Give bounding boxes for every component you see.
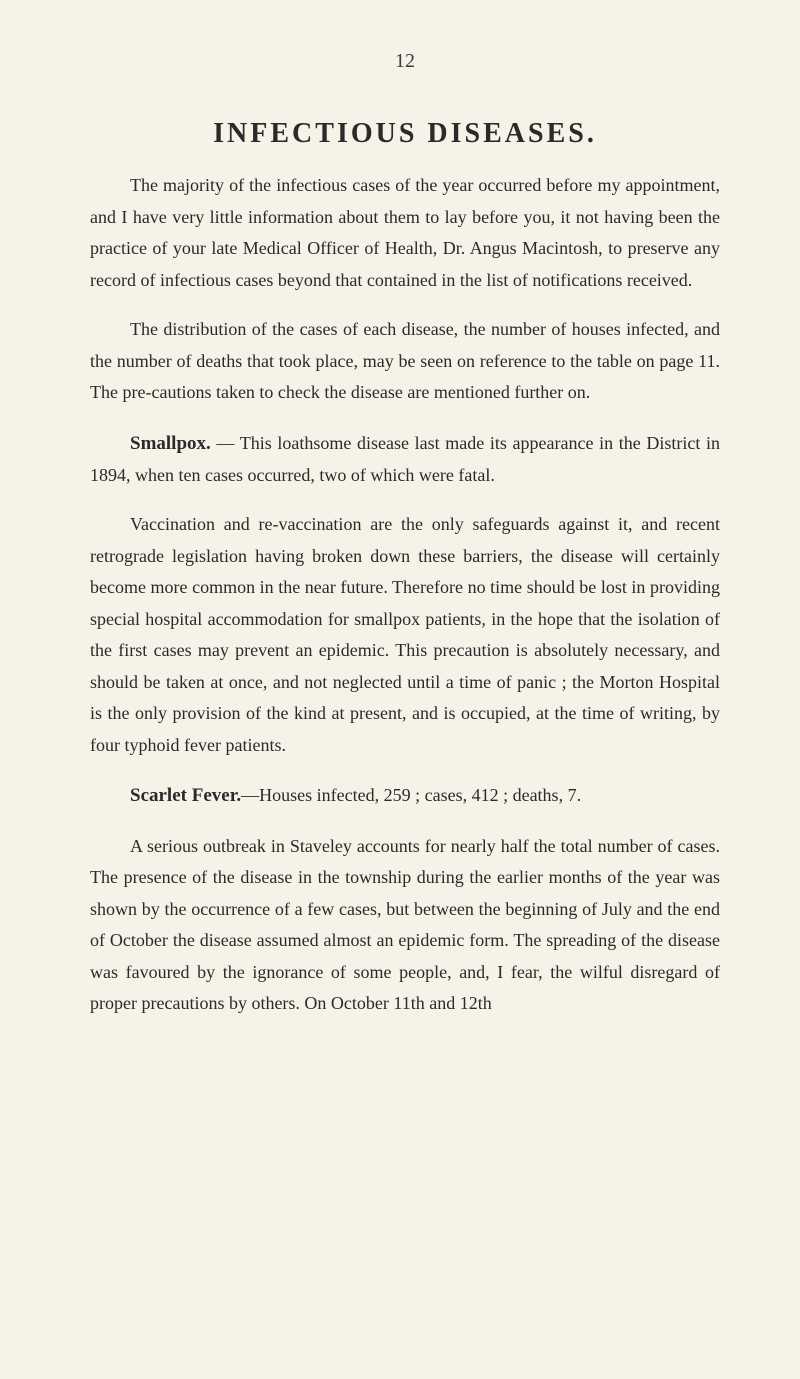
smallpox-section: Smallpox. — This loathsome disease last … <box>90 427 720 492</box>
intro-paragraph-1: The majority of the infectious cases of … <box>90 170 720 296</box>
scarlet-heading: Scarlet Fever. <box>130 785 241 806</box>
scarlet-paragraph-2: A serious outbreak in Staveley accounts … <box>90 831 720 1020</box>
scarlet-text-1: —Houses infected, 259 ; cases, 412 ; dea… <box>241 785 581 805</box>
smallpox-heading: Smallpox. <box>130 433 211 454</box>
page-title: INFECTIOUS DISEASES. <box>90 118 720 150</box>
intro-paragraph-2: The distribution of the cases of each di… <box>90 314 720 409</box>
page-number: 12 <box>90 50 720 73</box>
scarlet-section: Scarlet Fever.—Houses infected, 259 ; ca… <box>90 779 720 812</box>
smallpox-paragraph-2: Vaccination and re-vaccination are the o… <box>90 509 720 761</box>
